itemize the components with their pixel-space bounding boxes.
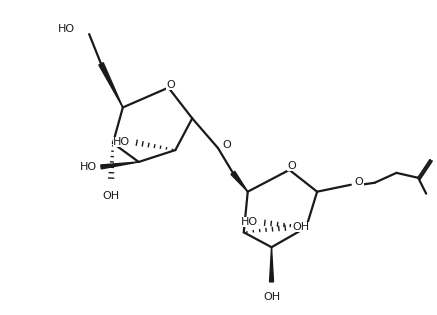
Text: OH: OH: [102, 191, 119, 201]
Polygon shape: [101, 162, 139, 169]
Polygon shape: [231, 171, 248, 192]
Text: HO: HO: [240, 217, 258, 227]
Text: O: O: [287, 161, 296, 171]
Polygon shape: [99, 63, 123, 107]
Polygon shape: [270, 247, 274, 282]
Text: OH: OH: [292, 222, 309, 232]
Text: O: O: [222, 140, 231, 150]
Text: O: O: [166, 80, 175, 90]
Text: HO: HO: [113, 137, 130, 147]
Text: O: O: [355, 177, 364, 187]
Text: HO: HO: [58, 24, 75, 34]
Text: OH: OH: [263, 292, 280, 302]
Text: HO: HO: [80, 162, 97, 172]
